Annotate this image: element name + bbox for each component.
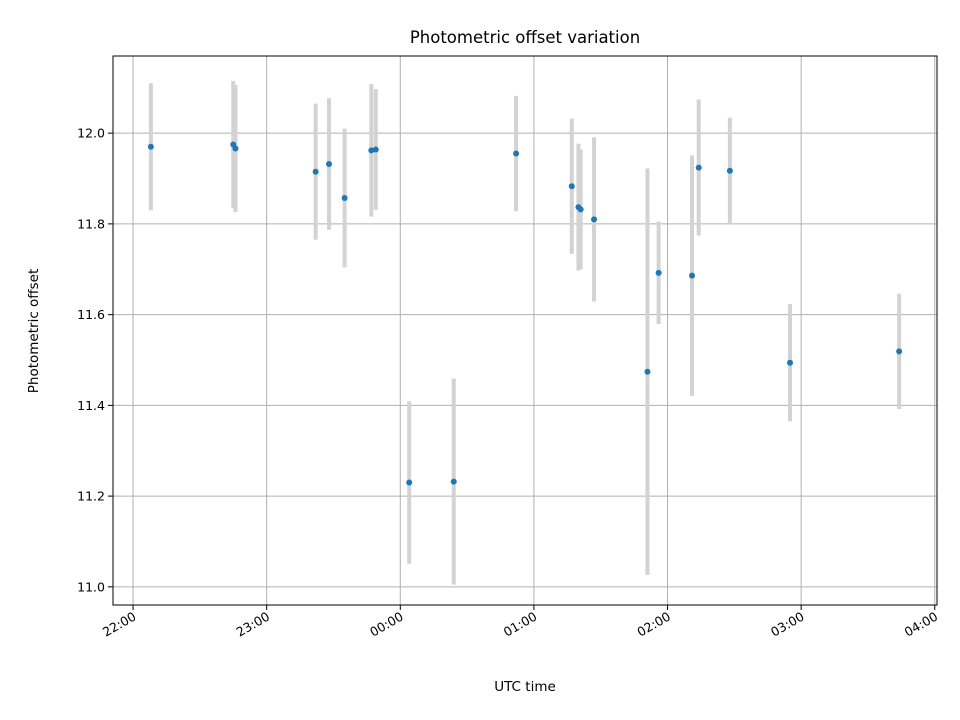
data-point [655, 269, 662, 276]
data-point [644, 368, 651, 375]
y-tick-label: 11.4 [77, 398, 105, 413]
data-point [726, 167, 733, 174]
data-point [326, 160, 333, 167]
y-axis-label: Photometric offset [26, 269, 42, 393]
data-point [232, 145, 239, 152]
data-point [513, 150, 520, 157]
data-point [312, 168, 319, 175]
data-points [147, 141, 903, 486]
data-point [368, 147, 375, 154]
x-axis-label: UTC time [494, 679, 556, 695]
data-point [568, 183, 575, 190]
data-point [577, 206, 584, 213]
data-point [147, 143, 154, 150]
data-point [689, 272, 696, 279]
y-tick-label: 11.0 [77, 579, 105, 594]
data-point [695, 164, 702, 171]
data-point [450, 478, 457, 485]
plot-frame [112, 55, 938, 606]
y-tick-label: 11.8 [77, 216, 105, 231]
data-point [591, 216, 598, 223]
chart-title: Photometric offset variation [410, 28, 640, 47]
data-point [341, 195, 348, 202]
y-tick-label: 11.2 [77, 489, 105, 504]
data-point [787, 359, 794, 366]
data-point [406, 479, 413, 486]
y-tick-label: 11.6 [77, 307, 105, 322]
y-tick-label: 12.0 [77, 126, 105, 141]
grid [113, 56, 937, 605]
data-point [896, 348, 903, 355]
data-point [372, 146, 379, 153]
